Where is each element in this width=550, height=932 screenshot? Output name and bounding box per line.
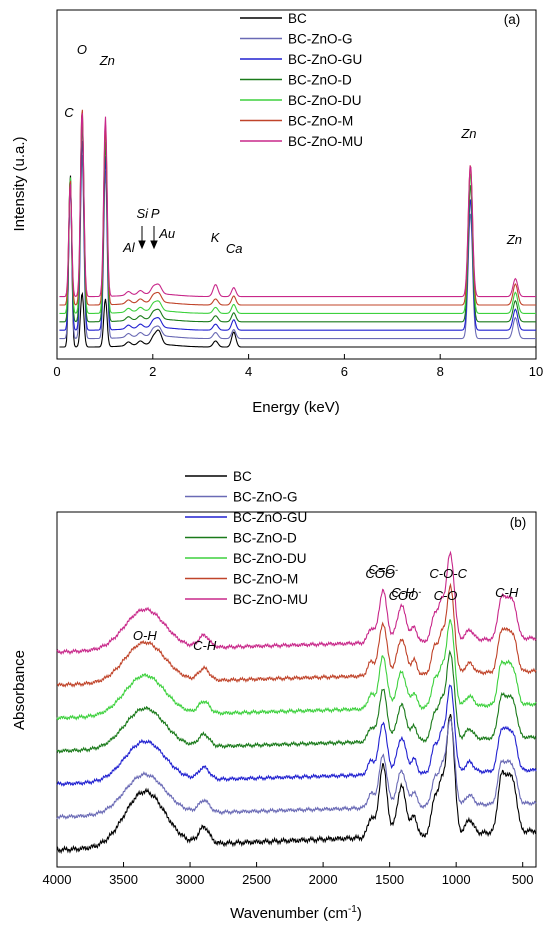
peak-label-al: Al xyxy=(122,240,136,255)
series-bc-zno-m-a xyxy=(59,109,536,306)
x-tick-label-b: 1000 xyxy=(442,872,471,887)
series-bc-zno-d-b xyxy=(56,649,537,754)
series-bc-zno-mu-a xyxy=(59,113,536,298)
legend-label-bc: BC xyxy=(288,11,307,26)
series-bc-zno-g-a xyxy=(59,155,536,340)
x-tick-label-b: 3500 xyxy=(109,872,138,887)
panel-a-arrows xyxy=(138,226,158,250)
x-tick-label-b: 4000 xyxy=(43,872,72,887)
panel-a-legend: BC BC-ZnO-G BC-ZnO-GU BC-ZnO-D BC-ZnO-DU BC-Z… xyxy=(240,11,363,149)
series-bc-zno-mu-b xyxy=(56,550,537,656)
peak-label-zn: Zn xyxy=(506,232,522,247)
series-bc-a xyxy=(59,175,536,348)
series-bc-zno-gu-b xyxy=(56,684,537,787)
panel-a-x-axis: 0 2 4 6 8 10 xyxy=(53,354,543,379)
panel-b-xlabel: Wavenumber (cm-1) xyxy=(230,904,362,922)
band-label-o-h: O-H xyxy=(133,628,157,643)
x-tick-label-a: 2 xyxy=(149,364,156,379)
legend-label-bc-zno-du: BC-ZnO-DU xyxy=(288,93,362,108)
band-label-coo: COO- xyxy=(365,565,398,581)
x-tick-label-a: 4 xyxy=(245,364,252,379)
band-label-c-h: C-H xyxy=(495,585,519,600)
panel-a-label: (a) xyxy=(504,12,521,27)
x-tick-label-b: 2500 xyxy=(242,872,271,887)
peak-label-ca: Ca xyxy=(226,241,243,256)
x-tick-label-a: 6 xyxy=(341,364,348,379)
panel-b-ylabel: Absorbance xyxy=(11,650,28,730)
band-label-coo: COO- xyxy=(389,587,422,603)
band-label-c-c: C=C xyxy=(368,562,395,577)
band-label-c-o-c: C-O-C xyxy=(429,566,467,581)
series-bc-zno-du-a xyxy=(59,112,536,314)
x-tick-label-a: 0 xyxy=(53,364,60,379)
legend-label-bc-zno-d: BC-ZnO-D xyxy=(288,73,352,88)
x-tick-label-b: 3000 xyxy=(176,872,205,887)
x-tick-label-b: 1500 xyxy=(375,872,404,887)
peak-label-au: Au xyxy=(158,226,175,241)
panel-b-legend: BC BC-ZnO-G BC-ZnO-GU BC-ZnO-D BC-ZnO-DU BC-Z… xyxy=(185,469,308,607)
x-tick-label-b: 2000 xyxy=(309,872,338,887)
peak-label-zn: Zn xyxy=(460,126,476,141)
x-tick-label-a: 10 xyxy=(529,364,543,379)
legend-label-bc-zno-g: BC-ZnO-G xyxy=(233,490,298,505)
legend-label-bc-zno-du: BC-ZnO-DU xyxy=(233,551,307,566)
panel-b-label: (b) xyxy=(510,515,527,530)
x-tick-label-b: 500 xyxy=(512,872,534,887)
legend-label-bc: BC xyxy=(233,469,252,484)
panel-a-series-group xyxy=(59,109,536,348)
p-arrow-head xyxy=(150,240,158,250)
panel-a-peak-annotations: C O Zn Al Si P Au K Ca Zn Zn xyxy=(64,42,522,256)
legend-label-bc-zno-gu: BC-ZnO-GU xyxy=(233,510,307,525)
legend-label-bc-zno-g: BC-ZnO-G xyxy=(288,32,353,47)
peak-label-c: C xyxy=(64,105,74,120)
peak-label-zn: Zn xyxy=(99,53,115,68)
panel-b-plot-frame xyxy=(56,511,537,868)
x-tick-label-a: 8 xyxy=(437,364,444,379)
panel-a-eds-chart: 0 2 4 6 8 10 C O Zn Al Si P Au K Ca Zn Zn Intensity (u.… xyxy=(11,9,543,416)
panel-b-ftir-chart: 4000 3500 3000 2500 2000 1500 1000 500 O-H C-H C=… xyxy=(11,469,537,922)
legend-label-bc-zno-mu: BC-ZnO-MU xyxy=(288,134,363,149)
panel-b-series-group xyxy=(56,550,537,855)
legend-label-bc-zno-mu: BC-ZnO-MU xyxy=(233,592,308,607)
peak-label-si: Si xyxy=(136,206,149,221)
peak-label-o: O xyxy=(77,42,87,57)
panel-a-ylabel: Intensity (u.a.) xyxy=(11,136,28,231)
si-arrow-head xyxy=(138,240,146,250)
series-bc-b xyxy=(56,713,537,855)
band-label-c-h: C-H xyxy=(193,638,217,653)
legend-label-bc-zno-gu: BC-ZnO-GU xyxy=(288,52,362,67)
panel-a-xlabel: Energy (keV) xyxy=(252,399,340,416)
panel-b-x-axis: 4000 3500 3000 2500 2000 1500 1000 500 xyxy=(43,862,534,887)
series-bc-zno-m-b xyxy=(56,582,537,688)
legend-label-bc-zno-m: BC-ZnO-M xyxy=(288,114,353,129)
peak-label-k: K xyxy=(211,230,221,245)
series-bc-zno-gu-a xyxy=(59,140,536,331)
legend-label-bc-zno-d: BC-ZnO-D xyxy=(233,531,297,546)
panel-a-plot-frame xyxy=(56,9,537,360)
series-bc-zno-g-b xyxy=(56,718,537,820)
series-bc-zno-d-a xyxy=(59,126,536,323)
series-bc-zno-du-b xyxy=(56,619,537,721)
legend-label-bc-zno-m: BC-ZnO-M xyxy=(233,572,298,587)
band-label-c-h: C-H xyxy=(391,585,415,600)
peak-label-p: P xyxy=(151,206,160,221)
band-label-c-o: C-O xyxy=(434,588,458,603)
